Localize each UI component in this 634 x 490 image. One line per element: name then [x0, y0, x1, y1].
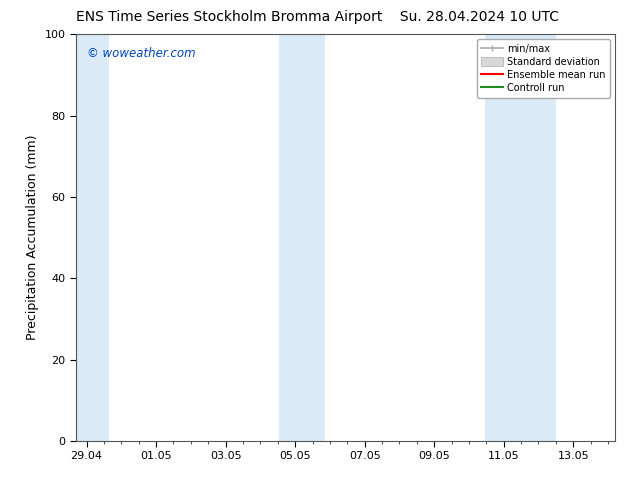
- Bar: [484, 34, 556, 441]
- Legend: min/max, Standard deviation, Ensemble mean run, Controll run: min/max, Standard deviation, Ensemble me…: [477, 39, 610, 98]
- Bar: [280, 34, 325, 441]
- Bar: [76, 34, 109, 441]
- Y-axis label: Precipitation Accumulation (mm): Precipitation Accumulation (mm): [26, 135, 39, 341]
- Text: © woweather.com: © woweather.com: [87, 47, 195, 59]
- Text: ENS Time Series Stockholm Bromma Airport    Su. 28.04.2024 10 UTC: ENS Time Series Stockholm Bromma Airport…: [75, 10, 559, 24]
